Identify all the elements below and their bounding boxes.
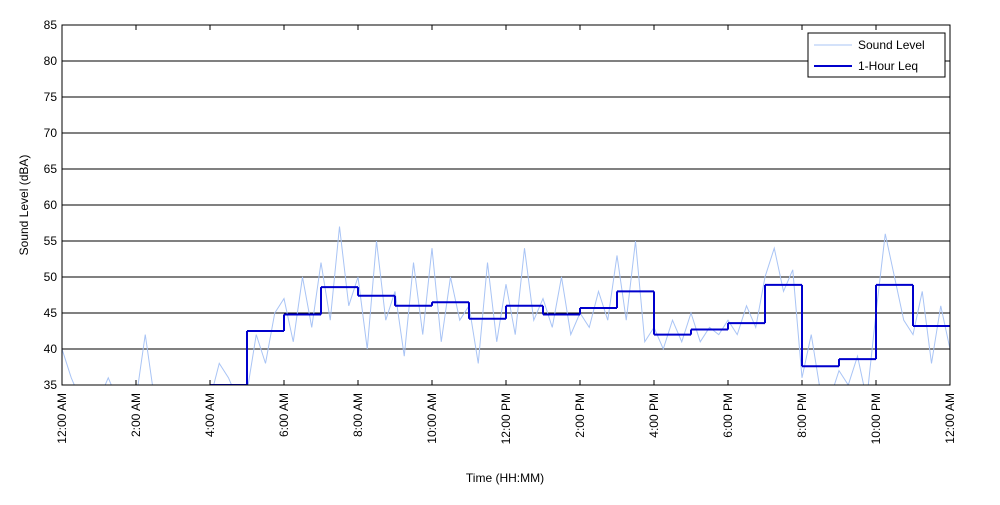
legend-box: [807, 32, 946, 78]
x-tick-label: 4:00 PM: [647, 393, 661, 438]
x-tick-label: 10:00 PM: [869, 393, 883, 444]
x-tick-label: 8:00 AM: [351, 393, 365, 437]
y-tick-label: 60: [44, 198, 58, 212]
axes: 35 40 45 50 55 60 65 70 75 80 85 12:00 AM 2:00 AM 4:0…: [44, 18, 957, 444]
x-tick-label: 10:00 AM: [425, 393, 439, 444]
data-layer: [62, 226, 950, 385]
x-tick-label: 6:00 AM: [277, 393, 291, 437]
y-tick-label: 65: [44, 162, 58, 176]
x-tick-label: 6:00 PM: [721, 393, 735, 438]
y-axis-label: Sound Level (dBA): [17, 155, 31, 256]
x-tick-label: 8:00 PM: [795, 393, 809, 438]
x-tick-label: 4:00 AM: [203, 393, 217, 437]
x-tick-label: 12:00 AM: [55, 393, 69, 444]
y-tick-label: 80: [44, 54, 58, 68]
y-tick-label: 45: [44, 306, 58, 320]
y-tick-label: 35: [44, 378, 58, 392]
y-tick-label: 40: [44, 342, 58, 356]
x-tick-label: 2:00 PM: [573, 393, 587, 438]
x-tick-label: 2:00 AM: [129, 393, 143, 437]
legend: Sound Level 1-Hour Leq: [807, 32, 946, 78]
x-axis-label: Time (HH:MM): [466, 471, 544, 485]
legend-label: Sound Level: [858, 38, 925, 52]
x-tick-label: 12:00 AM: [943, 393, 957, 444]
y-tick-label: 55: [44, 234, 58, 248]
y-tick-label: 75: [44, 90, 58, 104]
y-tick-label: 85: [44, 18, 58, 32]
y-tick-label: 50: [44, 270, 58, 284]
x-tick-label: 12:00 PM: [499, 393, 513, 444]
y-tick-label: 70: [44, 126, 58, 140]
series-line: [62, 226, 950, 385]
legend-label: 1-Hour Leq: [858, 59, 918, 73]
